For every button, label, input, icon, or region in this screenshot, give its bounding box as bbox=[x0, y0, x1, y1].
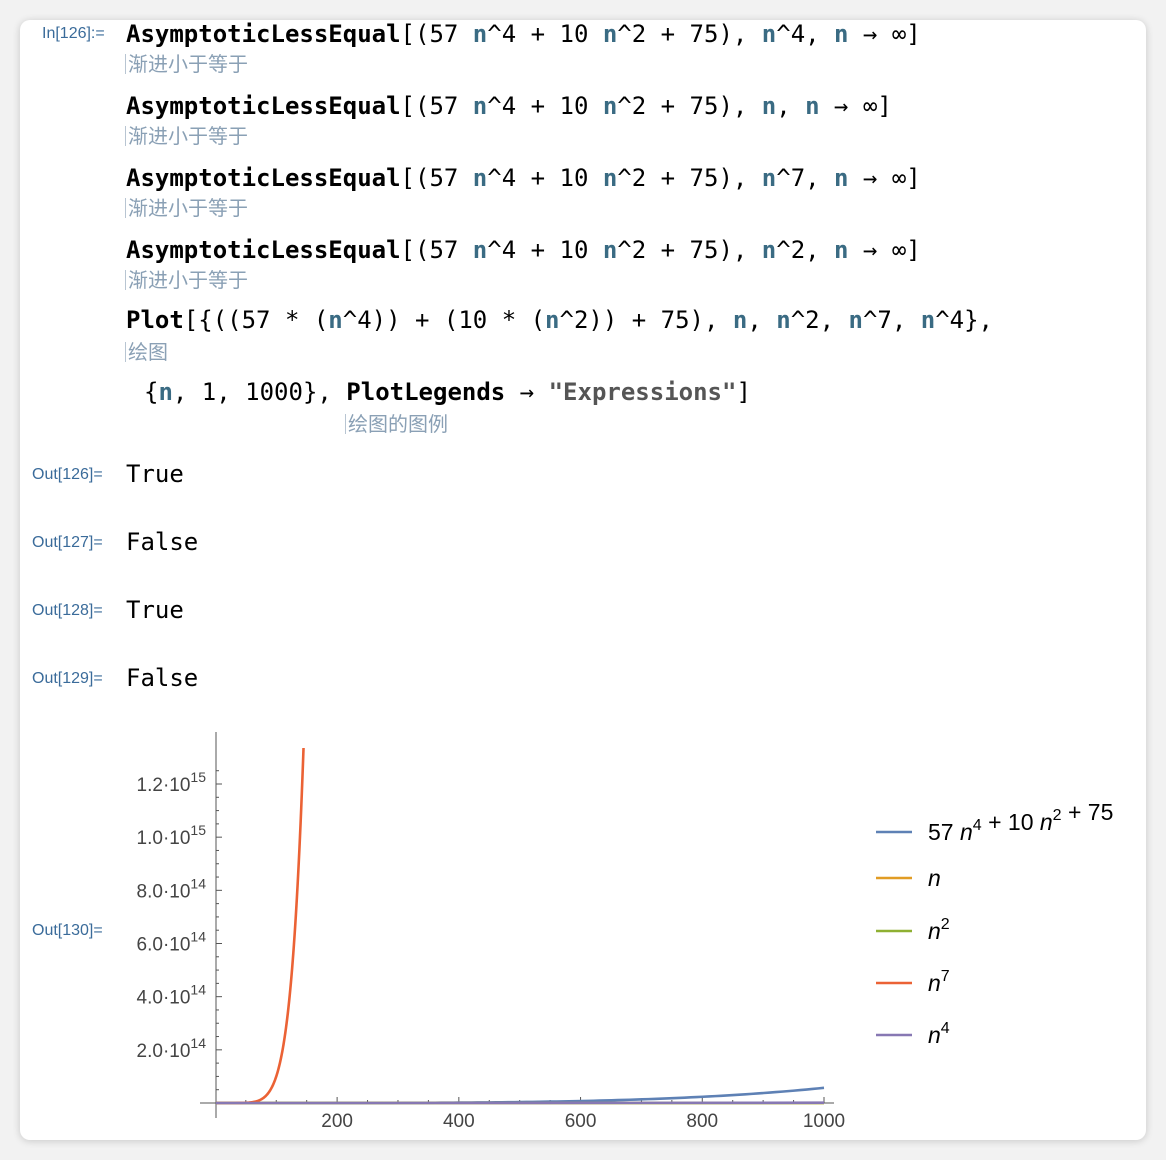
plot-code-line-1[interactable]: Plot[{((57 * (n^4)) + (10 * (n^2)) + 75)… bbox=[126, 306, 993, 334]
x-tick-label: 1000 bbox=[803, 1111, 845, 1132]
input-hint: 渐进小于等于 bbox=[125, 120, 248, 149]
output-label-129: Out[129]= bbox=[32, 670, 103, 687]
legend-label: n7 bbox=[928, 968, 950, 996]
plot-legends-hint: 绘图的图例 bbox=[345, 408, 448, 437]
input-hint: 渐进小于等于 bbox=[125, 264, 248, 293]
x-tick-label: 600 bbox=[565, 1111, 597, 1132]
plot-code-line-2[interactable]: {n, 1, 1000}, PlotLegends → "Expressions… bbox=[144, 378, 751, 406]
output-label-127: Out[127]= bbox=[32, 534, 103, 551]
x-tick-label: 400 bbox=[443, 1111, 475, 1132]
output-value-126: True bbox=[126, 460, 184, 488]
y-tick-label: 1.2·1015 bbox=[137, 769, 207, 796]
input-code-line[interactable]: AsymptoticLessEqual[(57 n^4 + 10 n^2 + 7… bbox=[126, 164, 921, 192]
y-tick-label: 1.0·1015 bbox=[137, 822, 207, 849]
notebook: In[126]:= AsymptoticLessEqual[(57 n^4 + … bbox=[20, 20, 1146, 1140]
y-tick-label: 6.0·1014 bbox=[137, 929, 207, 956]
legend-label: n4 bbox=[928, 1020, 950, 1048]
y-tick-label: 2.0·1014 bbox=[137, 1035, 207, 1062]
output-value-129: False bbox=[126, 664, 199, 692]
plot-hint: 绘图 bbox=[125, 336, 168, 365]
input-code-line[interactable]: AsymptoticLessEqual[(57 n^4 + 10 n^2 + 7… bbox=[126, 236, 921, 264]
input-code-line[interactable]: AsymptoticLessEqual[(57 n^4 + 10 n^2 + 7… bbox=[126, 20, 921, 48]
y-tick-label: 8.0·1014 bbox=[137, 875, 207, 902]
output-label-130: Out[130]= bbox=[32, 922, 103, 939]
output-value-128: True bbox=[126, 596, 184, 624]
x-tick-label: 800 bbox=[686, 1111, 718, 1132]
input-code-line[interactable]: AsymptoticLessEqual[(57 n^4 + 10 n^2 + 7… bbox=[126, 92, 892, 120]
legend-label: n2 bbox=[928, 916, 950, 944]
input-hint: 渐进小于等于 bbox=[125, 48, 248, 77]
input-hint: 渐进小于等于 bbox=[125, 192, 248, 221]
legend-label: n bbox=[928, 865, 941, 891]
input-label: In[126]:= bbox=[42, 25, 105, 42]
plot-chart[interactable]: 200 400 600 800 1000 2.0·1014 4.0·1014 6.0·1014… bbox=[20, 20, 1146, 1140]
series-line bbox=[216, 748, 305, 1105]
legend-label: 57 n4 + 10 n2 + 75 bbox=[928, 799, 1113, 845]
y-tick-label: 4.0·1014 bbox=[137, 982, 207, 1009]
output-value-127: False bbox=[126, 528, 199, 556]
output-label-128: Out[128]= bbox=[32, 602, 103, 619]
x-tick-label: 200 bbox=[321, 1111, 353, 1132]
output-label-126: Out[126]= bbox=[32, 466, 103, 483]
